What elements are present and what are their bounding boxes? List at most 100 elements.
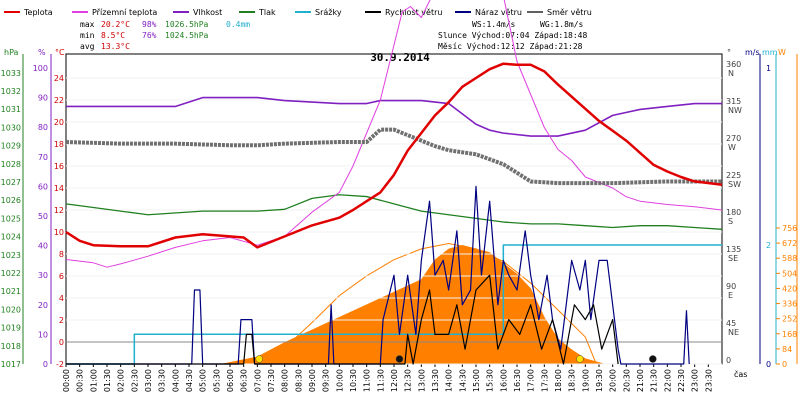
x-tick-label: 17:30 (540, 369, 549, 392)
stats-rain: 0.4mm (226, 20, 250, 29)
tick-hpa: 1028 (1, 160, 21, 169)
x-tick-label: 15:00 (472, 369, 481, 392)
unit-hpa: hPa (4, 48, 19, 57)
tick-temp: 22 (54, 96, 64, 105)
x-tick-label: 14:30 (458, 369, 467, 392)
tick-dir: 135 (726, 245, 741, 254)
tick-temp: 2 (59, 316, 64, 325)
x-tick-label: 17:00 (527, 369, 536, 392)
stats-min-hum: 76% (142, 31, 157, 40)
x-tick-label: 19:00 (581, 369, 590, 392)
x-tick-label: 12:30 (404, 369, 413, 392)
tick-hpa: 1027 (1, 178, 21, 187)
sunrise-marker (255, 355, 263, 363)
wind-line (66, 274, 619, 365)
lines-layer (65, 0, 723, 365)
info-sun: Slunce Východ:07:04 Západ:18:48 (438, 31, 587, 40)
tick-ms: 0 (766, 360, 771, 369)
x-tick-label: 07:30 (267, 369, 276, 392)
stats-max-label: max (80, 20, 95, 29)
tick-hpa: 1031 (1, 105, 21, 114)
tick-w: 168 (782, 330, 797, 339)
unit-mm: mm (762, 48, 778, 57)
chart-legend: Teplota Přízemní teplota Vlhkost Tlak Srážky… (4, 8, 592, 17)
x-tick-label: 07:00 (253, 369, 262, 392)
tick-w: 84 (782, 345, 792, 354)
axis-ms: 1 2 0 (766, 64, 771, 369)
tick-dir-label: SE (728, 254, 738, 263)
ground-temp-line (65, 0, 723, 268)
tick-ms: 2 (766, 241, 771, 250)
x-tick-label: 21:00 (636, 369, 645, 392)
x-tick-label: 14:00 (445, 369, 454, 392)
x-tick-label: 10:30 (349, 369, 358, 392)
x-tick-label: 13:00 (417, 369, 426, 392)
info-moon: Měsíc Východ:12:12 Západ:21:28 (438, 42, 583, 51)
tick-pct: 90 (38, 94, 48, 103)
stats-min-temp: 8.5°C (101, 31, 125, 40)
stats-block: max 20.2°C 98% 1026.5hPa 0.4mm min 8.5°C… (80, 20, 250, 51)
legend-label: Přízemní teplota (92, 8, 157, 17)
tick-temp: 0 (59, 338, 64, 347)
legend-label: Rychlost větru (385, 8, 442, 17)
legend-label: Teplota (23, 8, 53, 17)
pressure-line (65, 194, 723, 230)
tick-temp: 18 (54, 140, 64, 149)
tick-temp: 8 (59, 250, 64, 259)
tick-hpa: 1024 (1, 233, 21, 242)
wind-dir-line (65, 127, 722, 186)
x-tick-label: 09:00 (308, 369, 317, 392)
x-tick-label: 02:00 (117, 369, 126, 392)
temperature-line (65, 62, 723, 249)
tick-dir: 360 (726, 60, 741, 69)
tick-pct: 100 (33, 64, 48, 73)
x-tick-label: 05:00 (199, 369, 208, 392)
x-tick-label: 01:30 (103, 369, 112, 392)
tick-pct: 70 (38, 153, 48, 162)
tick-ms: 1 (766, 64, 771, 73)
tick-hpa: 1020 (1, 305, 21, 314)
moonset-marker (649, 355, 657, 363)
x-tick-label: 00:00 (62, 369, 71, 392)
x-tick-label: 12:00 (390, 369, 399, 392)
tick-dir: 315 (726, 97, 741, 106)
tick-pct: 60 (38, 182, 48, 191)
x-tick-label: 19:30 (595, 369, 604, 392)
legend-label: Srážky (315, 8, 342, 17)
tick-dir-label: E (728, 291, 733, 300)
x-tick-label: 23:30 (704, 369, 713, 392)
x-tick-label: 08:00 (281, 369, 290, 392)
unit-degc: °C (55, 48, 65, 57)
stats-min-press: 1024.5hPa (165, 31, 209, 40)
tick-hpa: 1022 (1, 269, 21, 278)
tick-hpa: 1021 (1, 287, 21, 296)
tick-w: 672 (782, 239, 797, 248)
tick-dir: 180 (726, 208, 741, 217)
tick-w: 252 (782, 315, 797, 324)
x-tick-label: 06:30 (240, 369, 249, 392)
x-tick-label: 11:30 (376, 369, 385, 392)
legend-label: Vlhkost (193, 8, 222, 17)
x-tick-label: 09:30 (322, 369, 331, 392)
markers-layer (255, 355, 657, 363)
solar-layer (221, 242, 605, 365)
tick-hpa: 1019 (1, 324, 21, 333)
unit-time: čas (734, 369, 747, 379)
unit-labels: hPa % °C ° m/s mm W čas (4, 48, 786, 379)
legend-label: Tlak (258, 8, 276, 17)
axis-x: 00:00 00:30 01:00 01:30 02:00 02:30 03:00 03:30… (62, 364, 713, 392)
x-tick-label: 10:00 (335, 369, 344, 392)
tick-hpa: 1029 (1, 142, 21, 151)
tick-dir: 270 (726, 134, 741, 143)
axis-hpa: 1033 1032 1031 1030 1029 1028 1027 1026 1025 1024… (1, 69, 21, 369)
stats-min-label: min (80, 31, 95, 40)
tick-temp: 14 (54, 184, 64, 193)
tick-hpa: 1025 (1, 214, 21, 223)
tick-temp: -2 (56, 360, 64, 369)
info-block: WS:1.4m/s WG:1.8m/s Slunce Východ:07:04 … (438, 20, 587, 51)
x-tick-label: 00:30 (76, 369, 85, 392)
tick-temp: 10 (54, 228, 64, 237)
tick-w: 504 (782, 269, 797, 278)
